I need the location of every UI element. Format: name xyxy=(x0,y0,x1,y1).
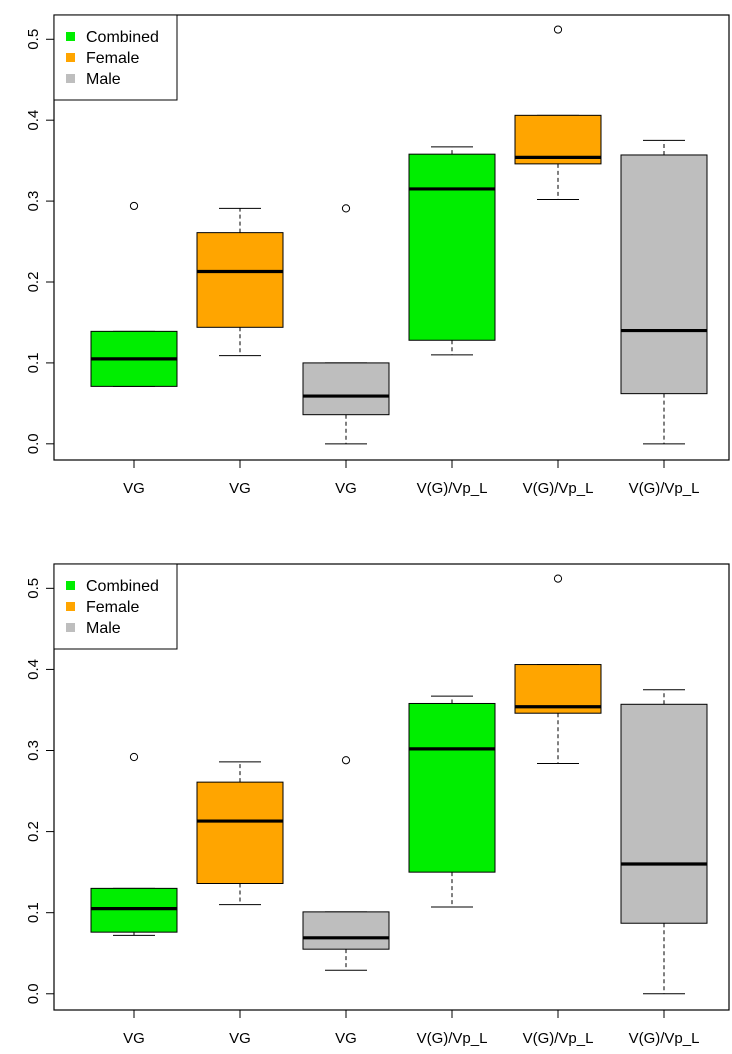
x-tick-label: V(G)/Vp_L xyxy=(629,480,700,497)
y-tick-label: 0.4 xyxy=(25,110,42,131)
x-tick-label: V(G)/Vp_L xyxy=(417,1030,488,1047)
outlier-point xyxy=(341,204,351,213)
legend-swatch-combined xyxy=(66,32,75,41)
box-female xyxy=(196,761,284,906)
outlier-point xyxy=(129,752,139,762)
iqr-box xyxy=(302,911,390,950)
x-tick-label: VG xyxy=(123,480,145,497)
iqr-box xyxy=(514,664,602,714)
y-tick-label: 0.0 xyxy=(25,433,42,454)
iqr-box xyxy=(620,703,708,924)
box-female xyxy=(514,25,602,200)
outlier-point xyxy=(553,574,563,583)
legend-swatch-male xyxy=(66,74,75,83)
chart-panel-2: 0.0 0.1 0.2 0.3 0.4 0.5 VG VG VG V(G)/Vp_L V(G)/Vp… xyxy=(25,563,730,1047)
iqr-box xyxy=(408,702,496,873)
legend-label-combined: Combined xyxy=(86,578,159,595)
outlier-point xyxy=(129,201,139,211)
plot-frame xyxy=(53,563,730,1011)
x-tick-label: VG xyxy=(229,480,251,497)
box-combined xyxy=(408,146,496,356)
box-combined xyxy=(90,752,178,936)
legend-label-female: Female xyxy=(86,50,139,67)
legend-label-male: Male xyxy=(86,620,121,637)
legend-swatch-male xyxy=(66,623,75,632)
iqr-box xyxy=(90,887,178,933)
y-tick-label: 0.4 xyxy=(25,659,42,680)
outlier-point xyxy=(553,25,563,34)
iqr-box xyxy=(408,153,496,341)
legend-swatch-combined xyxy=(66,581,75,590)
legend-swatch-female xyxy=(66,53,75,62)
chart-panel-1: 0.0 0.1 0.2 0.3 0.4 0.5 VG VG VG V(G)/Vp_L V(G)/Vp… xyxy=(25,14,730,497)
box-male xyxy=(302,756,390,971)
iqr-box xyxy=(302,362,390,416)
legend-label-combined: Combined xyxy=(86,29,159,46)
y-tick-label: 0.5 xyxy=(25,29,42,50)
legend-label-male: Male xyxy=(86,71,121,88)
box-female xyxy=(514,574,602,764)
y-tick-label: 0.3 xyxy=(25,740,42,761)
x-tick-label: V(G)/Vp_L xyxy=(523,1030,594,1047)
x-tick-label: V(G)/Vp_L xyxy=(523,480,594,497)
x-tick-label: VG xyxy=(123,1030,145,1047)
box-male xyxy=(620,139,708,445)
x-tick-label: V(G)/Vp_L xyxy=(417,480,488,497)
x-tick-label: VG xyxy=(335,480,357,497)
plot-frame xyxy=(53,14,730,461)
y-tick-label: 0.2 xyxy=(25,272,42,293)
legend: Combined Female Male xyxy=(53,563,178,650)
x-tick-label: VG xyxy=(335,1030,357,1047)
legend-swatch-female xyxy=(66,602,75,611)
box-male xyxy=(302,204,390,445)
legend: Combined Female Male xyxy=(53,14,178,101)
iqr-box xyxy=(196,781,284,884)
iqr-box xyxy=(196,232,284,328)
outlier-point xyxy=(341,756,351,765)
y-tick-label: 0.1 xyxy=(25,902,42,923)
y-tick-label: 0.0 xyxy=(25,983,42,1004)
iqr-box xyxy=(514,114,602,165)
y-tick-label: 0.5 xyxy=(25,578,42,599)
box-combined xyxy=(90,201,178,387)
legend-label-female: Female xyxy=(86,599,139,616)
x-tick-label: V(G)/Vp_L xyxy=(629,1030,700,1047)
y-tick-label: 0.1 xyxy=(25,352,42,373)
iqr-box xyxy=(620,154,708,395)
box-female xyxy=(196,207,284,357)
box-male xyxy=(620,689,708,995)
y-tick-label: 0.2 xyxy=(25,821,42,842)
box-combined xyxy=(408,695,496,908)
y-tick-label: 0.3 xyxy=(25,191,42,212)
x-tick-label: VG xyxy=(229,1030,251,1047)
